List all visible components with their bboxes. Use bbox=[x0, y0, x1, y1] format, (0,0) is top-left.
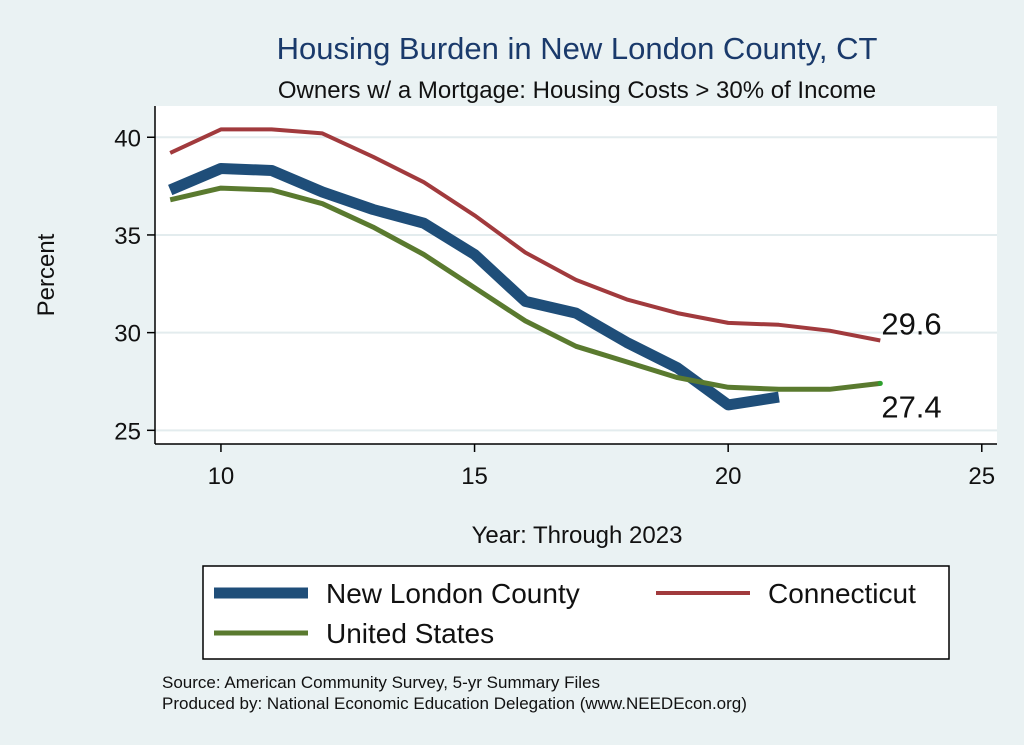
chart-subtitle: Owners w/ a Mortgage: Housing Costs > 30… bbox=[278, 77, 876, 104]
series-line-connecticut bbox=[169, 127, 881, 343]
chart-title: Housing Burden in New London County, CT bbox=[277, 31, 878, 66]
end-label-united-states: 27.4 bbox=[881, 389, 941, 424]
legend-label-new-london-county: New London County bbox=[326, 578, 580, 609]
series-line-united-states bbox=[169, 185, 881, 392]
series-lines bbox=[168, 127, 881, 411]
y-tick-label-25: 25 bbox=[114, 418, 141, 445]
y-tick-label-30: 30 bbox=[114, 321, 141, 348]
x-tick-label-10: 10 bbox=[208, 463, 235, 490]
producer-note: Produced by: National Economic Education… bbox=[162, 694, 747, 713]
axes: 25 30 35 40 10 15 20 25 bbox=[114, 106, 997, 490]
y-axis-label: Percent bbox=[33, 233, 60, 316]
x-tick-label-25: 25 bbox=[968, 463, 995, 490]
end-labels: 29.6 27.4 bbox=[877, 306, 942, 424]
legend-label-united-states: United States bbox=[326, 618, 494, 649]
end-marker-united-states bbox=[877, 380, 883, 386]
y-tick-label-40: 40 bbox=[114, 125, 141, 152]
gridlines bbox=[155, 136, 997, 432]
end-label-connecticut: 29.6 bbox=[881, 306, 941, 341]
x-axis-label: Year: Through 2023 bbox=[472, 522, 683, 549]
source-note: Source: American Community Survey, 5-yr … bbox=[162, 673, 600, 692]
series-line-new-london-county bbox=[168, 163, 780, 411]
legend-box bbox=[202, 565, 950, 660]
y-tick-label-35: 35 bbox=[114, 223, 141, 250]
legend-label-connecticut: Connecticut bbox=[768, 578, 916, 609]
plot-area bbox=[155, 106, 997, 444]
x-tick-label-20: 20 bbox=[715, 463, 742, 490]
x-tick-label-15: 15 bbox=[461, 463, 488, 490]
legend: New London County Connecticut United State… bbox=[214, 578, 916, 649]
